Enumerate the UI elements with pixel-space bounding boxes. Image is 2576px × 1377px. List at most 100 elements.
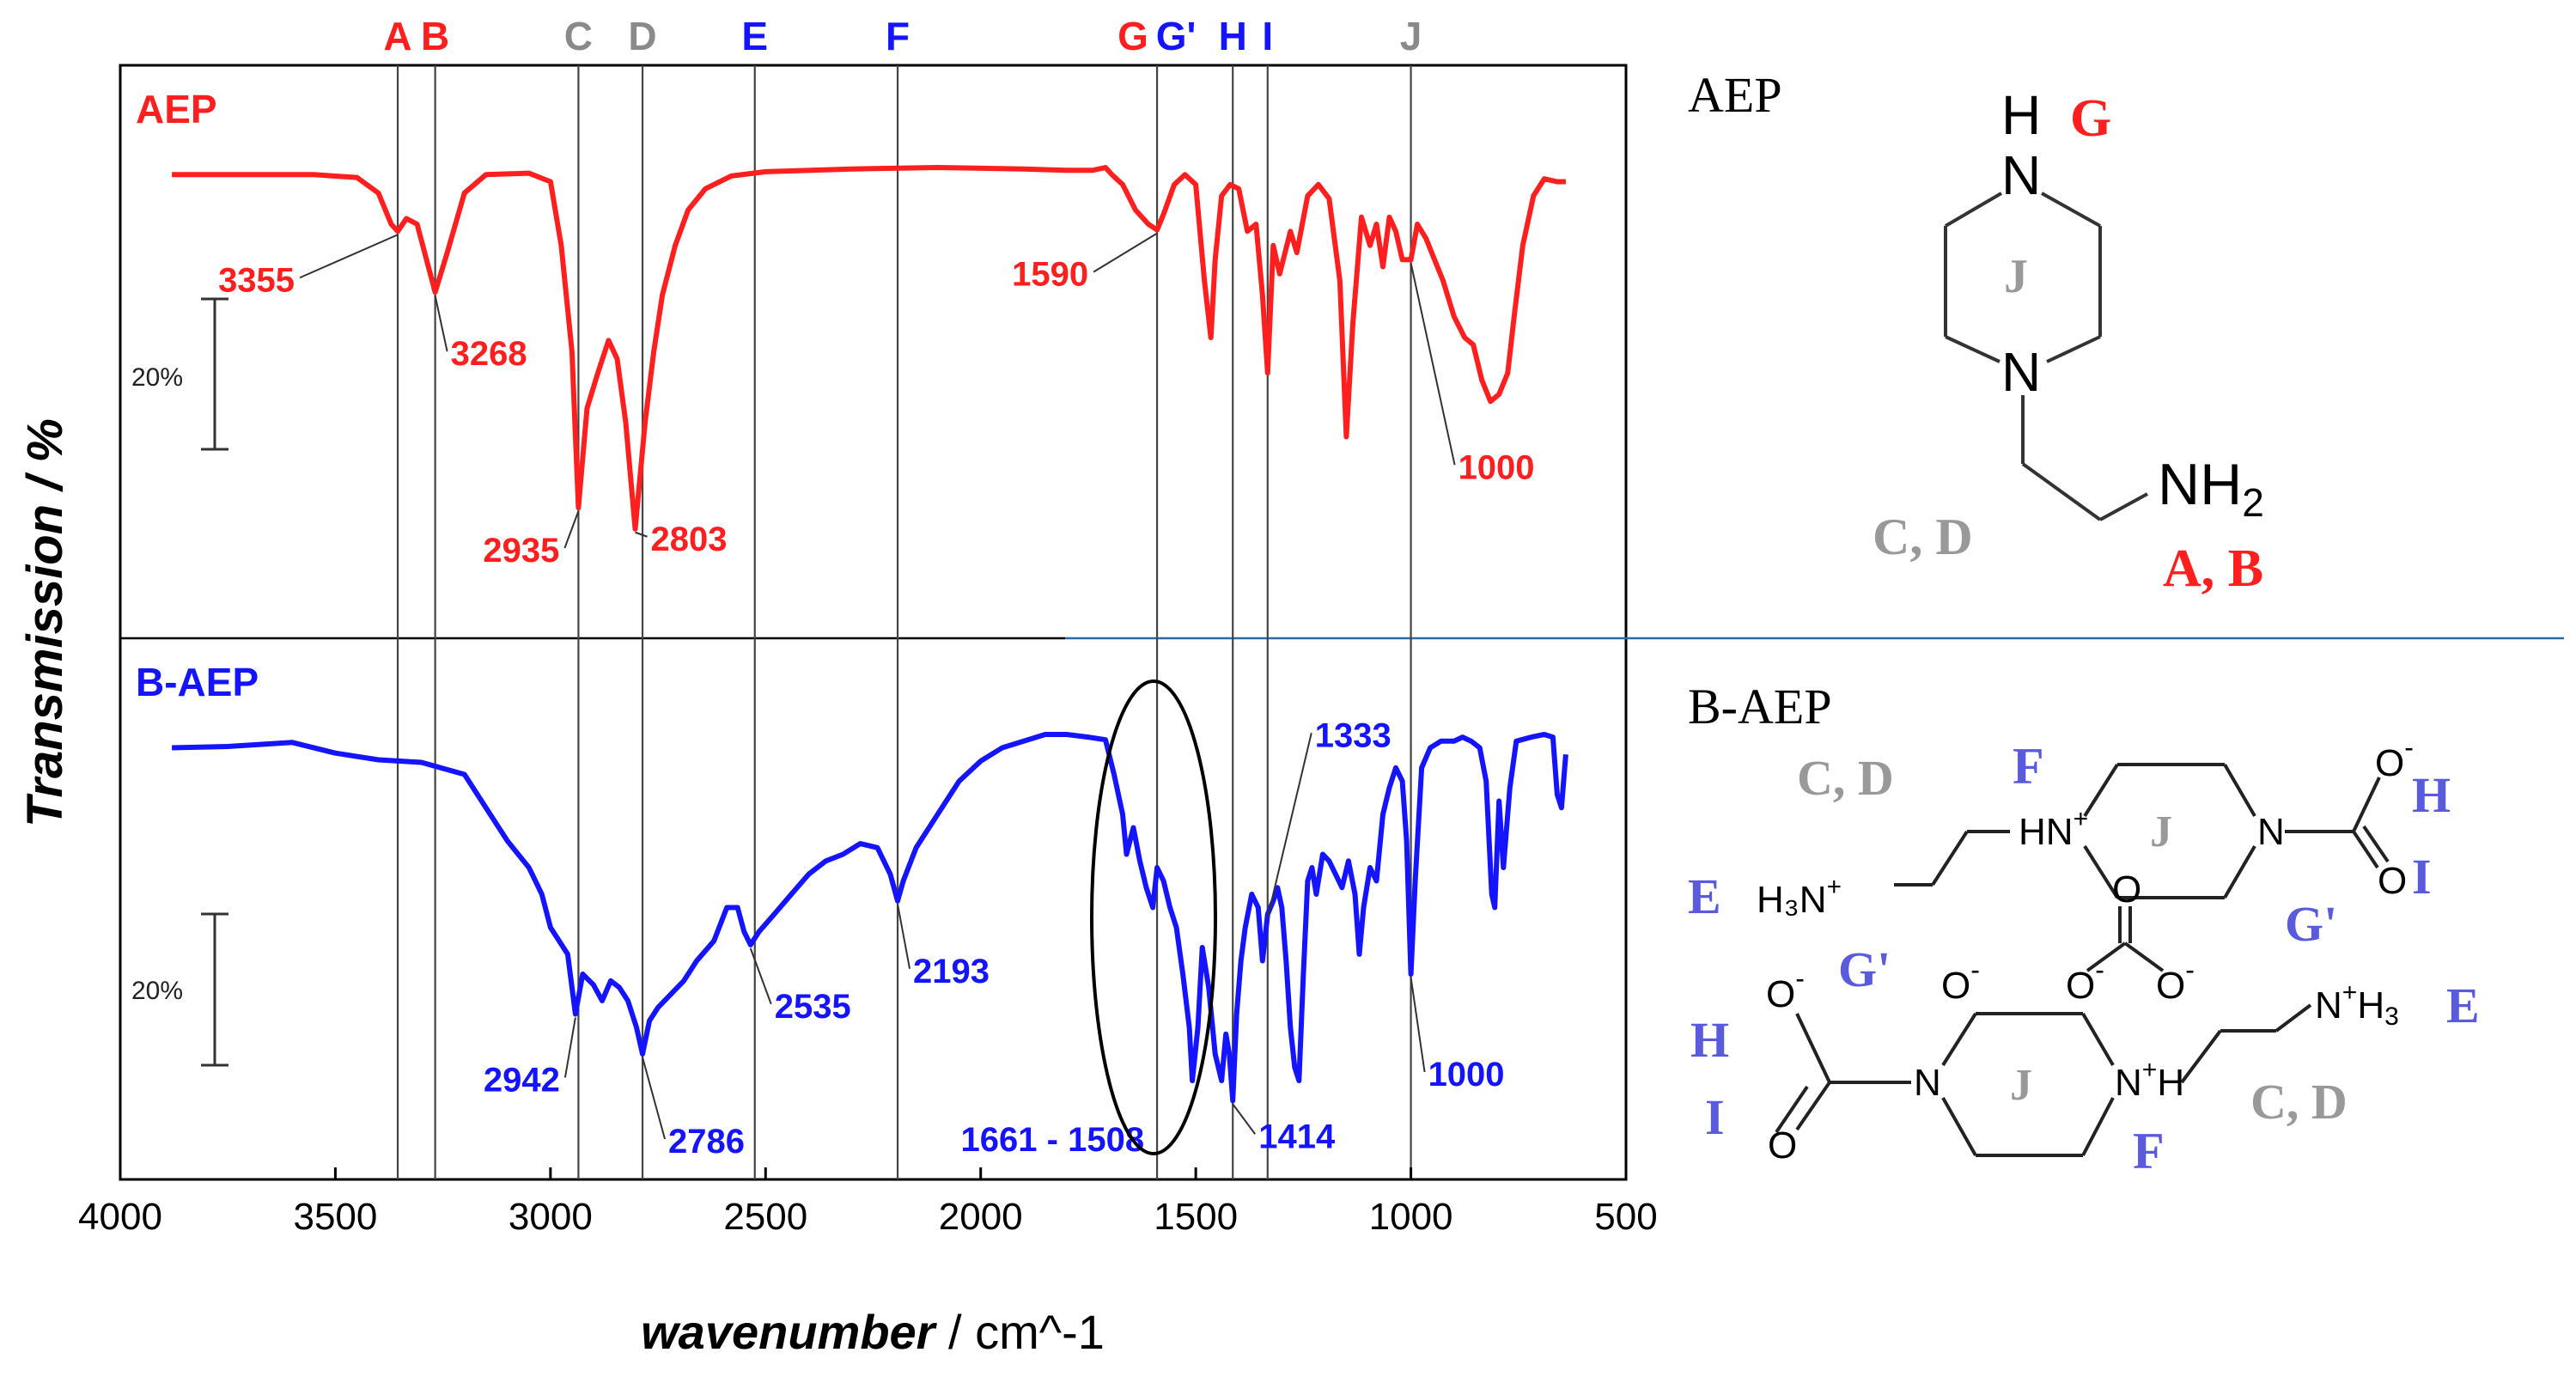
reference-label-i: I [1262,14,1273,58]
aep-label-g: G [2070,89,2111,148]
baep-o-minus-bottom: O- [1766,963,1805,1015]
baep-o-minus-top: O- [2375,732,2414,784]
baep-label-gp-bottom: G' [1838,941,1891,997]
reference-label-a: A [383,14,411,58]
x-tick-label-4000: 4000 [78,1196,162,1238]
baep-o-bottom: O [1768,1124,1797,1167]
leader-line-b-aep-2535 [749,947,772,1005]
leader-line-aep-1000 [1410,263,1456,466]
leader-line-b-aep-2193 [897,904,911,969]
baep-n-bottom: N [1914,1062,1941,1104]
leader-line-aep-3268 [434,295,448,352]
peak-label-aep-2935: 2935 [483,532,559,570]
reference-label-h: H [1219,14,1247,58]
peak-label-aep-2803: 2803 [651,521,728,558]
peak-label-aep-3268: 3268 [451,335,527,373]
baep-ring-label-j-bottom: J [2010,1061,2032,1110]
baep-carbonate [2086,906,2165,972]
leader-line-b-aep-1333 [1266,733,1312,918]
baep-label-f-bottom: F [2133,1123,2165,1179]
structure-title-aep: AEP [1688,67,1782,123]
baep-label-i-bottom: I [1705,1089,1725,1145]
reference-label-b: B [421,14,449,58]
baep-ring-label-j-top: J [2150,807,2172,856]
baep-ring-top [1894,763,2390,899]
series-line-aep [172,165,1566,532]
x-tick-label-2000: 2000 [939,1196,1023,1238]
baep-label-gp-top: G' [2285,896,2337,952]
reference-label-j: J [1400,14,1422,58]
baep-label-e-right: E [2446,978,2480,1033]
reference-label-f: F [886,14,910,58]
peak-label-b-aep-2942: 2942 [484,1062,560,1100]
peak-label-aep-1000: 1000 [1459,448,1535,486]
peak-annotations: 3355 3268 2935 2803 1590 1000 1333 2942 2786 2535… [218,232,1535,1161]
baep-label-h-bottom: H [1690,1012,1729,1068]
series-line-baep [172,732,1568,1104]
peak-label-b-aep-2786: 2786 [668,1123,745,1161]
aep-ring [1944,192,2148,521]
x-tick-label-3000: 3000 [509,1196,593,1238]
x-tick-label-2500: 2500 [723,1196,807,1238]
baep-label-e-left: E [1688,868,1721,924]
aep-label-ab: A, B [2163,539,2263,598]
aep-nh2: NH2 [2158,452,2264,525]
baep-carbonate-o-left: O- [1941,954,1980,1007]
peak-label-aep-1590: 1590 [1012,256,1088,294]
structure-aep: AEP H G N J N NH2 C, D A, B [1688,67,2264,598]
aep-h: H [2001,84,2041,146]
scale-bar-label-bottom: 20% [131,977,183,1005]
structure-baep: B-AEP F C, D HN+ J N O- O H I G' E H₃N+ [1688,679,2480,1179]
plot-frame [119,64,1628,1181]
peak-label-b-aep-1661---1508: 1661 - 1508 [961,1121,1145,1159]
aep-n-bottom: N [2001,341,2041,403]
baep-label-f-top: F [2013,738,2044,795]
baep-h3n: H₃N+ [1757,873,1842,921]
scale-bar-label-top: 20% [131,363,183,392]
baep-ring-bottom [1775,1003,2312,1157]
baep-nh3-plus: N+H3 [2315,978,2399,1031]
structure-title-baep: B-AEP [1688,679,1832,734]
leader-line-b-aep-1414 [1232,1103,1257,1135]
baep-carbonate-o-mid: O- [2066,954,2104,1007]
series-label-baep: B-AEP [136,660,259,704]
aep-label-cd: C, D [1873,509,1973,565]
x-tick-label-3500: 3500 [293,1196,377,1238]
peak-label-b-aep-2535: 2535 [775,988,851,1026]
highlight-ellipse [1090,679,1217,1155]
leader-line-aep-1590 [1093,232,1158,273]
peak-label-b-aep-1000: 1000 [1428,1056,1505,1094]
baep-carbonate-o-top: O [2112,868,2141,911]
baep-label-cd-top: C, D [1797,750,1894,806]
peak-label-b-aep-1414: 1414 [1258,1118,1336,1155]
baep-carbonate-o-right: O- [2156,954,2195,1007]
x-tick-label-1000: 1000 [1369,1196,1453,1238]
baep-n-top: N [2257,811,2285,853]
x-tick-label-500: 500 [1594,1196,1657,1238]
series-label-aep: AEP [136,87,217,131]
baep-o-top: O [2378,860,2407,902]
aep-n-top: N [2001,144,2041,206]
leader-line-aep-2803 [635,531,648,538]
reference-label-g: G [1117,14,1148,58]
baep-hn-top: HN+ [2019,805,2088,853]
baep-label-i-top: I [2412,849,2432,905]
leader-line-aep-2935 [563,510,580,549]
leader-line-b-aep-1000 [1410,977,1426,1073]
aep-ring-label-j: J [2004,250,2028,303]
peak-label-b-aep-1333: 1333 [1315,716,1392,754]
scale-bar-top [201,297,228,451]
leader-line-b-aep-2942 [563,1017,576,1078]
peak-label-b-aep-2193: 2193 [913,953,990,990]
reference-label-e: E [741,14,768,58]
y-axis-title: Transmission / % [17,418,73,827]
x-axis-title: wavenumber / cm^-1 [641,1305,1105,1359]
baep-label-h-top: H [2412,767,2451,823]
baep-label-cd-bottom: C, D [2250,1074,2348,1130]
x-tick-label-1500: 1500 [1154,1196,1238,1238]
peak-label-aep-3355: 3355 [218,261,295,299]
reference-label-d: D [628,14,656,58]
scale-bar-bottom [201,912,228,1067]
reference-label-c: C [564,14,593,58]
